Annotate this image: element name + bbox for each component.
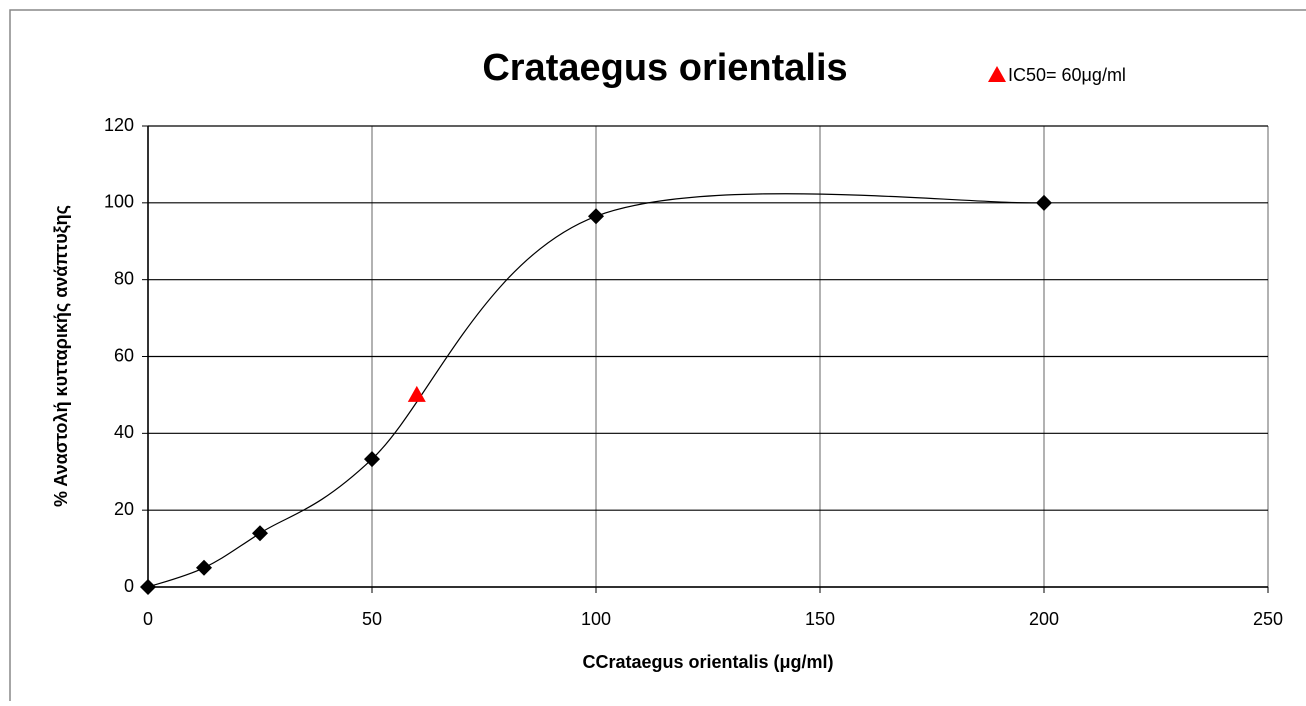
chart-title: Crataegus orientalis xyxy=(482,47,847,89)
point xyxy=(1036,194,1052,211)
y-tick-label: 120 xyxy=(104,115,134,135)
x-tick-label: 250 xyxy=(1253,609,1283,629)
point xyxy=(196,559,212,576)
x-tick-label: 150 xyxy=(805,609,835,629)
legend-label: IC50= 60μg/ml xyxy=(1008,65,1126,85)
x-axis-label: CCrataegus orientalis (μg/ml) xyxy=(582,652,833,672)
y-tick-label: 100 xyxy=(104,192,134,212)
x-tick-label: 50 xyxy=(362,609,382,629)
x-tick-label: 0 xyxy=(143,609,153,629)
point xyxy=(407,385,426,402)
x-tick-label: 100 xyxy=(581,609,611,629)
point xyxy=(140,579,156,595)
point xyxy=(364,451,380,468)
y-tick-label: 40 xyxy=(114,422,134,442)
y-tick-label: 20 xyxy=(114,499,134,519)
y-tick-label: 0 xyxy=(124,576,134,596)
x-tick-label: 200 xyxy=(1029,609,1059,629)
point xyxy=(588,208,604,225)
legend-marker xyxy=(988,66,1006,82)
chart-frame xyxy=(9,9,1306,706)
point xyxy=(252,525,268,542)
y-tick-label: 80 xyxy=(114,268,134,288)
y-tick-label: 60 xyxy=(114,345,134,365)
y-axis-label: % Αναστολή κυτταρικής ανάπτυξης xyxy=(51,205,72,507)
series-line xyxy=(147,193,1045,588)
